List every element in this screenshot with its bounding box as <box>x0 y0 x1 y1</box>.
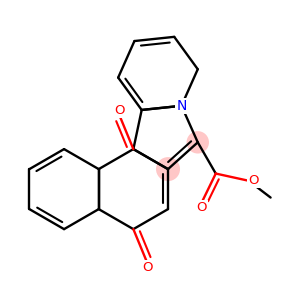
Text: O: O <box>142 262 153 275</box>
Text: N: N <box>176 99 187 113</box>
Circle shape <box>156 157 180 181</box>
Text: O: O <box>248 174 259 187</box>
Circle shape <box>187 131 209 154</box>
Text: O: O <box>196 201 207 214</box>
Text: O: O <box>114 104 124 117</box>
